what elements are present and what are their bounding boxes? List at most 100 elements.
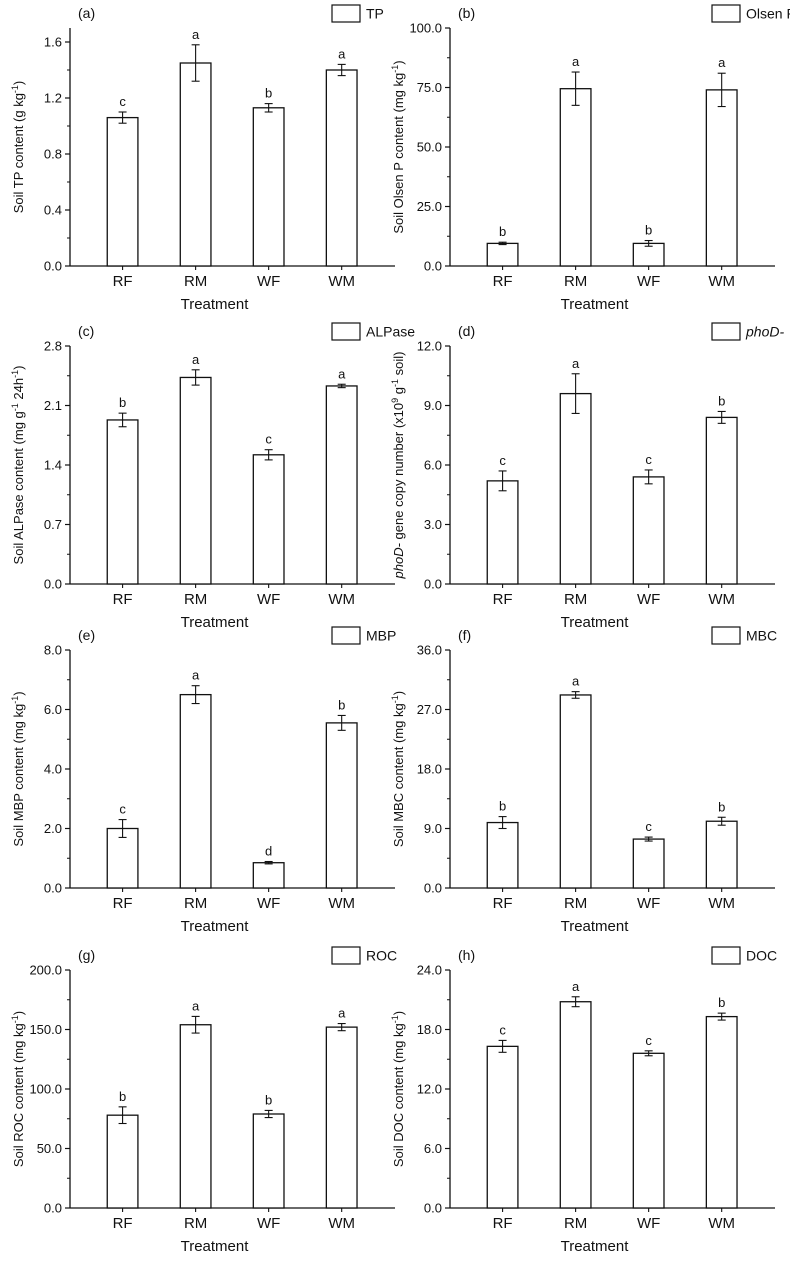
y-axis-label-gene: phoD- — [391, 542, 406, 579]
error-bar-RF — [118, 111, 127, 124]
y-axis-label-sup: -1 — [390, 379, 400, 387]
category-label-WM: WM — [328, 591, 355, 608]
category-label-RM: RM — [184, 1215, 207, 1232]
panel-label: (h) — [458, 947, 475, 963]
y-tick-label: 100.0 — [29, 1082, 62, 1097]
bar-RM — [559, 88, 592, 267]
bar-WM — [705, 1015, 738, 1209]
x-axis-label: Treatment — [561, 296, 630, 313]
bar-RM — [559, 1001, 592, 1209]
error-bar-RF — [498, 816, 507, 830]
error-bar-RM — [191, 369, 200, 386]
y-axis-label-sup: -1 — [10, 403, 20, 411]
bar-RF — [106, 827, 139, 889]
significance-letter-WF: b — [265, 1092, 272, 1107]
y-axis-label-sup: -1 — [10, 85, 20, 93]
category-label-WF: WF — [257, 895, 280, 912]
significance-letter-WF: c — [645, 452, 652, 467]
error-bar-RM — [571, 71, 580, 106]
category-label-WF: WF — [637, 895, 660, 912]
category-label-RM: RM — [184, 591, 207, 608]
significance-letter-WF: c — [265, 432, 272, 447]
error-bar-RF — [498, 241, 507, 246]
y-axis-label: Soil MBP content (mg kg-1) — [10, 691, 26, 846]
x-axis-label: Treatment — [181, 296, 250, 313]
significance-letter-WM: b — [718, 393, 725, 408]
chart-panel-3: 0.0 0.7 1.4 2.1 2.8 b RF a RM c WF a WM Treatment Soil… — [10, 322, 415, 631]
y-axis-label-text: 24h — [11, 378, 26, 403]
significance-letter-RM: a — [572, 979, 580, 994]
legend-label: Olsen P — [746, 6, 790, 22]
y-tick-label: 8.0 — [44, 643, 62, 658]
significance-letter-WM: b — [718, 799, 725, 814]
y-tick-label: 0.0 — [44, 881, 62, 896]
legend-swatch — [331, 946, 361, 965]
y-axis-label: Soil DOC content (mg kg-1) — [390, 1011, 406, 1167]
category-label-RF: RF — [113, 591, 133, 608]
category-label-WM: WM — [708, 1215, 735, 1232]
category-label-RF: RF — [493, 591, 513, 608]
significance-letter-RF: c — [119, 802, 126, 817]
category-label-RF: RF — [493, 895, 513, 912]
panel-label: (a) — [78, 5, 95, 21]
error-bar-WF — [264, 860, 273, 865]
legend-label: TP — [366, 6, 384, 22]
error-bar-RM — [191, 685, 200, 705]
y-axis-label-text: ) — [11, 81, 26, 85]
bar-RF — [106, 419, 139, 585]
y-tick-label: 18.0 — [417, 762, 442, 777]
y-tick-label: 1.6 — [44, 35, 62, 50]
y-tick-label: 0.0 — [44, 577, 62, 592]
significance-letter-WF: b — [645, 223, 652, 238]
chart-panel-6: 0.0 9.0 18.0 27.0 36.0 b RF a RM c WF b WM Treatment S… — [390, 626, 777, 935]
category-label-RM: RM — [184, 273, 207, 290]
chart-panel-7: 0.0 50.0 100.0 150.0 200.0 b RF a RM b WF a WM Treatm… — [10, 946, 397, 1255]
panel-label: (g) — [78, 947, 95, 963]
error-bar-RM — [571, 996, 580, 1008]
significance-letter-WF: c — [645, 819, 652, 834]
error-bar-WM — [337, 383, 346, 389]
error-bar-RF — [498, 470, 507, 492]
significance-letter-WM: a — [718, 55, 726, 70]
legend-swatch — [711, 322, 741, 341]
y-tick-label: 1.2 — [44, 91, 62, 106]
y-tick-label: 24.0 — [417, 963, 442, 978]
y-axis-label-text: gene copy number (x10 — [391, 403, 406, 543]
y-axis-label: Soil TP content (g kg-1) — [10, 81, 26, 214]
significance-letter-RF: c — [119, 94, 126, 109]
chart-panel-8: 0.0 6.0 12.0 18.0 24.0 c RF a RM c WF b WM Treatment S… — [390, 946, 777, 1255]
y-tick-label: 2.1 — [44, 398, 62, 413]
bar-WF — [632, 1052, 665, 1209]
bar-WF — [632, 476, 665, 585]
bar-RF — [486, 242, 519, 267]
bar-WF — [632, 838, 665, 889]
bar-RF — [486, 1045, 519, 1209]
significance-letter-WM: b — [718, 995, 725, 1010]
category-label-WF: WF — [257, 591, 280, 608]
significance-letter-WF: d — [265, 844, 272, 859]
y-tick-label: 27.0 — [417, 702, 442, 717]
bar-RM — [559, 392, 592, 585]
error-bar-WM — [717, 1012, 726, 1021]
y-tick-label: 150.0 — [29, 1022, 62, 1037]
legend-swatch — [331, 4, 361, 23]
legend: phoD- — [711, 322, 784, 341]
legend: MBP — [331, 626, 396, 645]
significance-letter-RM: a — [572, 54, 580, 69]
y-axis-label-text: Soil TP content (g kg — [11, 93, 26, 213]
category-label-RM: RM — [184, 895, 207, 912]
error-bar-WF — [644, 239, 653, 247]
category-label-RF: RF — [113, 1215, 133, 1232]
error-bar-RF — [498, 1039, 507, 1053]
category-label-WM: WM — [708, 591, 735, 608]
y-tick-label: 9.0 — [424, 398, 442, 413]
error-bar-WM — [717, 410, 726, 424]
error-bar-WF — [644, 1050, 653, 1057]
legend: ROC — [331, 946, 397, 965]
chart-panel-5: 0.0 2.0 4.0 6.0 8.0 c RF a RM d WF b WM Treatment Soil… — [10, 626, 396, 935]
category-label-RF: RF — [493, 273, 513, 290]
error-bar-WF — [264, 1109, 273, 1119]
y-axis-label: Soil ROC content (mg kg-1) — [10, 1011, 26, 1167]
legend: Olsen P — [711, 4, 790, 23]
bar-RF — [486, 480, 519, 585]
